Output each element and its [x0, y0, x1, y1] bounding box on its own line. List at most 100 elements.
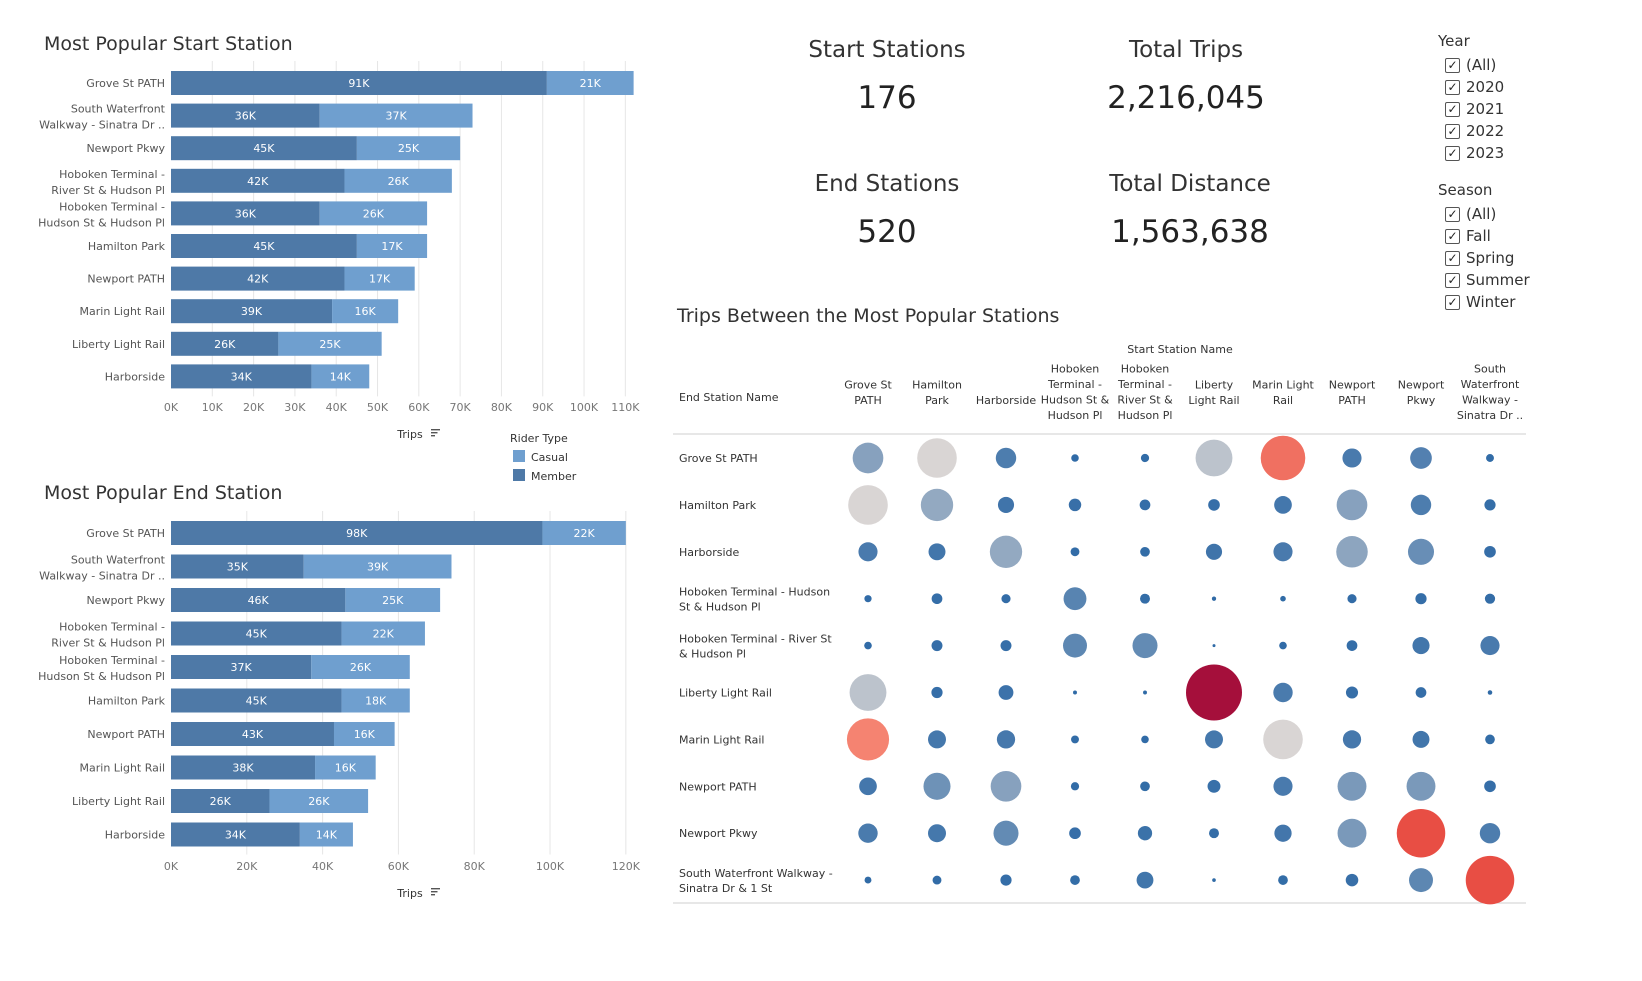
- matrix-bubble[interactable]: [932, 875, 942, 885]
- bar-member-newport-pkwy[interactable]: [171, 136, 357, 161]
- matrix-bubble[interactable]: [1342, 730, 1362, 749]
- matrix-bubble[interactable]: [1346, 640, 1358, 651]
- matrix-bubble[interactable]: [1415, 593, 1427, 605]
- bar-member-newport-path[interactable]: [171, 266, 345, 291]
- matrix-bubble[interactable]: [1487, 690, 1493, 695]
- matrix-bubble[interactable]: [1280, 595, 1286, 602]
- matrix-bubble[interactable]: [1070, 547, 1080, 557]
- matrix-bubble[interactable]: [1347, 594, 1357, 604]
- matrix-bubble[interactable]: [928, 824, 946, 843]
- matrix-bubble[interactable]: [1465, 855, 1515, 905]
- matrix-bubble[interactable]: [996, 730, 1016, 749]
- bar-casual-hoboken-terminal-river-st-hudson-pl[interactable]: [344, 168, 452, 193]
- sort-icon[interactable]: [431, 429, 440, 437]
- bar-casual-harborside[interactable]: [311, 364, 370, 389]
- matrix-bubble[interactable]: [1211, 596, 1217, 601]
- checkbox-checked-icon[interactable]: ✓: [1445, 123, 1460, 139]
- bar-casual-hoboken-terminal-river-st-hudson-pl[interactable]: [341, 621, 425, 646]
- checkbox-checked-icon[interactable]: ✓: [1445, 294, 1460, 310]
- bar-casual-newport-path[interactable]: [333, 722, 395, 746]
- bar-casual-south-waterfront-walkway-sinatra-dr[interactable]: [303, 554, 452, 579]
- bar-casual-newport-pkwy[interactable]: [356, 136, 461, 161]
- matrix-bubble[interactable]: [1073, 690, 1077, 695]
- matrix-bubble[interactable]: [1274, 824, 1292, 842]
- year-option-2022[interactable]: ✓ 2022: [1445, 122, 1504, 140]
- matrix-bubble[interactable]: [1069, 827, 1081, 840]
- bar-member-grove-st-path[interactable]: [171, 71, 547, 95]
- bar-casual-hoboken-terminal-hudson-st-hudson-pl[interactable]: [311, 655, 410, 679]
- bar-member-hoboken-terminal-hudson-st-hudson-pl[interactable]: [171, 201, 320, 226]
- matrix-bubble[interactable]: [1063, 633, 1087, 658]
- matrix-bubble[interactable]: [1337, 818, 1367, 848]
- matrix-bubble[interactable]: [849, 674, 887, 711]
- matrix-bubble[interactable]: [1140, 593, 1150, 604]
- matrix-bubble[interactable]: [859, 777, 877, 796]
- matrix-bubble[interactable]: [1136, 871, 1154, 889]
- matrix-bubble[interactable]: [846, 718, 890, 761]
- matrix-bubble[interactable]: [1407, 538, 1435, 565]
- matrix-bubble[interactable]: [1000, 874, 1012, 886]
- checkbox-checked-icon[interactable]: ✓: [1445, 79, 1460, 95]
- matrix-bubble[interactable]: [931, 686, 943, 699]
- matrix-bubble[interactable]: [1195, 439, 1233, 477]
- matrix-bubble[interactable]: [1001, 594, 1011, 604]
- matrix-bubble[interactable]: [989, 535, 1023, 568]
- bar-member-harborside[interactable]: [171, 364, 312, 389]
- matrix-bubble[interactable]: [1484, 545, 1496, 558]
- matrix-bubble[interactable]: [864, 641, 872, 650]
- matrix-bubble[interactable]: [1484, 593, 1496, 604]
- matrix-bubble[interactable]: [1141, 735, 1149, 744]
- bar-casual-liberty-light-rail[interactable]: [278, 331, 382, 356]
- season-option-fall[interactable]: ✓ Fall: [1445, 227, 1491, 245]
- matrix-bubble[interactable]: [1263, 719, 1303, 760]
- matrix-bubble[interactable]: [1410, 447, 1432, 469]
- matrix-bubble[interactable]: [1337, 771, 1367, 801]
- bar-member-newport-pkwy[interactable]: [171, 588, 346, 612]
- bar-member-newport-path[interactable]: [171, 722, 334, 746]
- year-option-2023[interactable]: ✓ 2023: [1445, 144, 1504, 162]
- bar-casual-newport-path[interactable]: [344, 266, 415, 291]
- bar-member-south-waterfront-walkway-sinatra-dr[interactable]: [171, 554, 304, 579]
- matrix-bubble[interactable]: [1336, 489, 1368, 521]
- year-option-all[interactable]: ✓ (All): [1445, 56, 1496, 74]
- matrix-bubble[interactable]: [1063, 587, 1087, 611]
- matrix-bubble[interactable]: [1412, 637, 1430, 655]
- matrix-bubble[interactable]: [1140, 781, 1150, 792]
- matrix-bubble[interactable]: [1132, 633, 1158, 659]
- matrix-bubble[interactable]: [1484, 780, 1496, 793]
- matrix-bubble[interactable]: [1345, 873, 1359, 887]
- bar-member-south-waterfront-walkway-sinatra-dr[interactable]: [171, 103, 320, 128]
- checkbox-checked-icon[interactable]: ✓: [1445, 145, 1460, 161]
- bar-casual-south-waterfront-walkway-sinatra-dr[interactable]: [319, 103, 473, 128]
- sort-icon[interactable]: [431, 888, 440, 896]
- matrix-bubble[interactable]: [990, 770, 1022, 802]
- matrix-bubble[interactable]: [1209, 828, 1219, 839]
- matrix-bubble[interactable]: [928, 730, 946, 749]
- matrix-bubble[interactable]: [858, 823, 878, 843]
- matrix-bubble[interactable]: [1410, 494, 1432, 516]
- matrix-bubble[interactable]: [1479, 822, 1501, 844]
- matrix-bubble[interactable]: [1068, 498, 1082, 512]
- matrix-bubble[interactable]: [1260, 435, 1306, 481]
- matrix-bubble[interactable]: [1071, 454, 1079, 462]
- matrix-bubble[interactable]: [1273, 776, 1293, 796]
- bar-casual-hoboken-terminal-hudson-st-hudson-pl[interactable]: [319, 201, 428, 226]
- season-option-spring[interactable]: ✓ Spring: [1445, 249, 1514, 267]
- matrix-bubble[interactable]: [1071, 735, 1079, 744]
- matrix-bubble[interactable]: [1208, 499, 1220, 511]
- bar-member-liberty-light-rail[interactable]: [171, 331, 279, 356]
- bar-casual-marin-light-rail[interactable]: [315, 755, 376, 780]
- matrix-bubble[interactable]: [1207, 779, 1221, 793]
- checkbox-checked-icon[interactable]: ✓: [1445, 57, 1460, 73]
- matrix-bubble[interactable]: [1143, 690, 1147, 695]
- matrix-bubble[interactable]: [993, 820, 1019, 846]
- matrix-bubble[interactable]: [1415, 687, 1427, 698]
- matrix-bubble[interactable]: [1000, 640, 1012, 652]
- bar-casual-newport-pkwy[interactable]: [345, 588, 441, 612]
- bar-casual-grove-st-path[interactable]: [542, 521, 626, 545]
- year-option-2021[interactable]: ✓ 2021: [1445, 100, 1504, 118]
- bar-member-marin-light-rail[interactable]: [171, 299, 333, 324]
- matrix-bubble[interactable]: [1278, 875, 1288, 885]
- matrix-bubble[interactable]: [1409, 868, 1433, 893]
- bar-member-marin-light-rail[interactable]: [171, 755, 316, 780]
